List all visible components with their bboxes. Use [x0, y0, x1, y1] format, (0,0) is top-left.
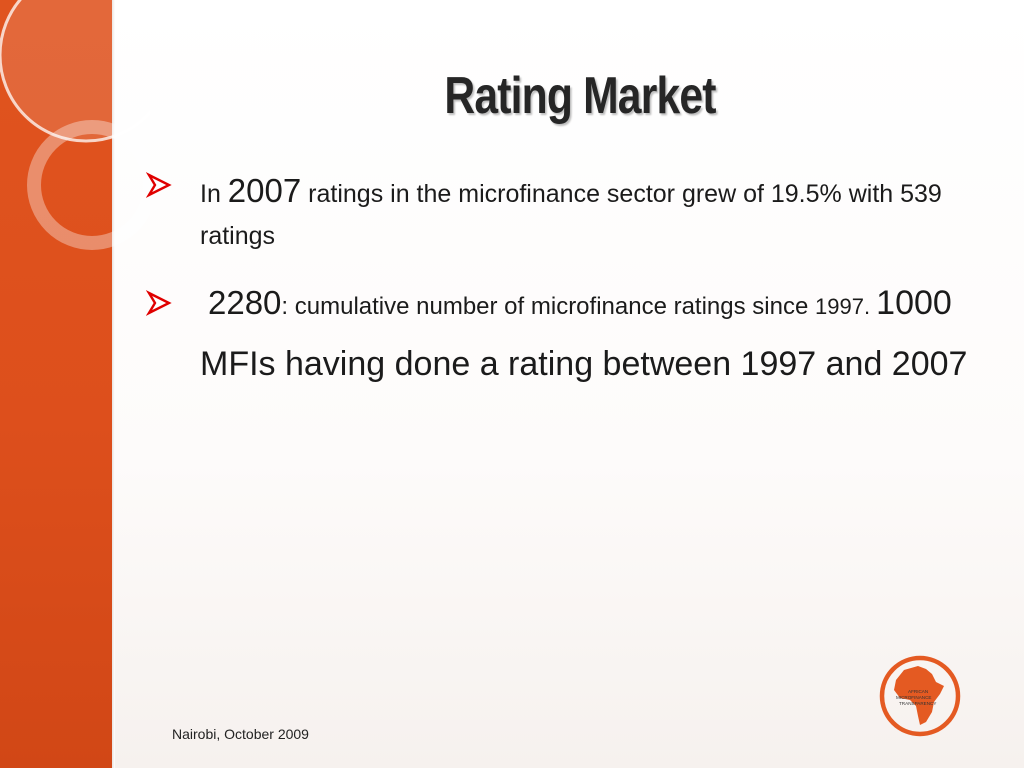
- bullet1-year: 2007: [227, 172, 302, 209]
- ring-large: [0, 0, 150, 143]
- arrow-bullet-icon: [146, 290, 172, 316]
- bullet2-rest: : cumulative number of microfinance rati…: [281, 293, 815, 320]
- logo-text-line1: AFRICAN: [908, 689, 928, 694]
- bullet2-year: 1997.: [815, 294, 877, 319]
- logo-text-line3: TRANSPARENCY: [899, 701, 936, 706]
- bullet-ratings-growth: In 2007 ratings in the microfinance sect…: [146, 170, 1006, 257]
- footer-location-date: Nairobi, October 2009: [172, 726, 309, 742]
- band-edge: [112, 0, 115, 768]
- arrow-bullet-icon: [146, 172, 172, 198]
- slide-title: Rating Market: [444, 67, 716, 125]
- bullet1-prefix: In: [200, 180, 228, 208]
- left-orange-band: [0, 0, 112, 768]
- decorative-rings: [0, 0, 150, 250]
- logo-ring: [879, 655, 961, 737]
- bullet2-tail: 1000 MFIs having done a rating between 1…: [200, 284, 968, 383]
- ring-small: [27, 120, 150, 250]
- african-microfinance-transparency-logo: AFRICAN MICROFINANCE TRANSPARENCY: [879, 655, 961, 737]
- logo-text-line2: MICROFINANCE: [896, 695, 931, 700]
- bullet1-rest: ratings in the microfinance sector grew …: [200, 180, 942, 250]
- africa-map-icon: [894, 666, 944, 725]
- bullet2-number: 2280: [208, 284, 282, 321]
- bullet-cumulative-ratings: 2280: cumulative number of microfinance …: [146, 276, 1006, 398]
